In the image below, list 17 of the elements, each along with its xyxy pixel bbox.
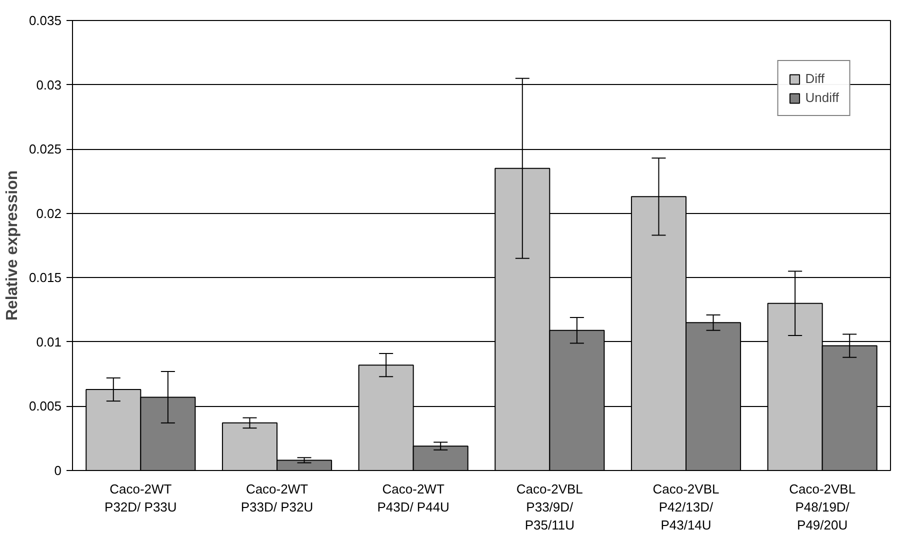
legend-label: Diff — [805, 71, 826, 86]
y-tick-label: 0.03 — [36, 77, 62, 92]
y-tick-label: 0 — [54, 463, 62, 478]
x-tick-label: Caco-2WT P43D/ P44U — [377, 482, 450, 514]
x-tick-label: Caco-2VBL P42/13D/ P43/14U — [652, 482, 720, 532]
y-axis-title: Relative expression — [4, 170, 21, 321]
y-tick-label: 0.015 — [28, 270, 62, 286]
legend-label: Undiff — [805, 90, 839, 105]
y-tick-label: 0.01 — [36, 334, 62, 350]
y-tick-label: 0.025 — [28, 142, 62, 157]
y-tick-label: 0.02 — [36, 206, 62, 221]
x-tick-label: Caco-2VBL P33/9D/ P35/11U — [516, 482, 583, 532]
x-tick-label: Caco-2WT P33D/ P32U — [240, 482, 314, 514]
y-tick-label: 0.005 — [28, 398, 62, 414]
x-tick-label: Caco-2VBL P48/19D/ P49/20U — [789, 482, 856, 532]
y-tick-label: 0.035 — [28, 13, 62, 28]
x-tick-label: Caco-2WT P32D/ P33U — [104, 482, 177, 514]
